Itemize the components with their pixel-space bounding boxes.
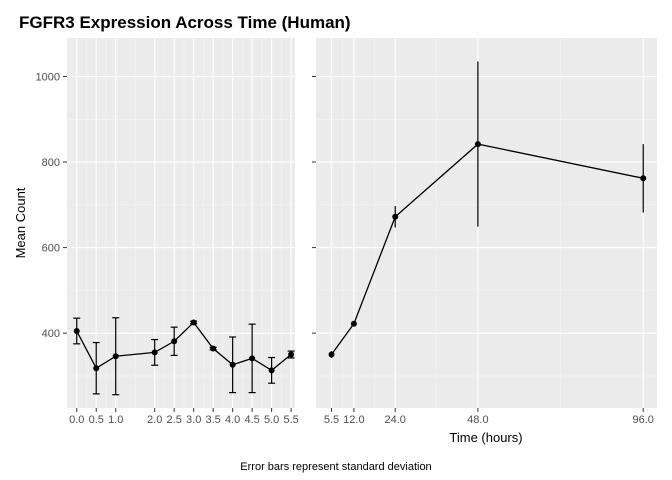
axis-layer: 0.0 0.5 1.0 2.0 2.5 3.0 3.5 4.0 4.5 5.0 5.5 400 600 8… xyxy=(36,71,654,426)
x-tick-label: 5.5 xyxy=(283,414,298,426)
x-tick-label: 12.0 xyxy=(343,414,364,426)
data-point xyxy=(392,213,399,220)
x-tick-label: 48.0 xyxy=(467,414,488,426)
panel-right-background xyxy=(316,38,657,408)
data-point xyxy=(229,361,236,368)
data-point xyxy=(350,320,357,327)
x-tick-label: 3.0 xyxy=(186,414,201,426)
x-axis-label: Time (hours) xyxy=(449,430,522,445)
y-axis-label: Mean Count xyxy=(13,187,28,258)
data-point xyxy=(171,338,178,345)
panel-left-background xyxy=(67,38,295,408)
data-point xyxy=(474,141,481,148)
chart-title: FGFR3 Expression Across Time (Human) xyxy=(19,13,351,32)
series-layer xyxy=(73,61,647,396)
data-point xyxy=(249,355,256,362)
x-tick-label: 4.5 xyxy=(244,414,259,426)
x-tick-label: 2.0 xyxy=(147,414,162,426)
caption: Error bars represent standard deviation xyxy=(240,461,431,473)
y-tick-label: 800 xyxy=(42,157,60,169)
x-tick-label: 24.0 xyxy=(385,414,406,426)
data-point xyxy=(640,175,647,182)
x-tick-label: 3.5 xyxy=(206,414,221,426)
y-tick-label: 1000 xyxy=(36,71,60,83)
y-tick-label: 600 xyxy=(42,243,60,255)
x-tick-label: 4.0 xyxy=(225,414,240,426)
y-tick-label: 400 xyxy=(42,328,60,340)
x-tick-label: 5.5 xyxy=(324,414,339,426)
x-tick-label: 2.5 xyxy=(167,414,182,426)
x-tick-label: 1.0 xyxy=(108,414,123,426)
x-tick-label: 0.5 xyxy=(89,414,104,426)
data-point xyxy=(112,353,119,360)
data-point xyxy=(268,367,275,374)
data-point xyxy=(151,349,158,356)
data-point xyxy=(210,345,217,352)
data-point xyxy=(73,328,80,335)
x-tick-label: 0.0 xyxy=(69,414,84,426)
x-tick-label: 5.0 xyxy=(264,414,279,426)
data-point xyxy=(93,365,100,372)
data-point xyxy=(328,351,335,358)
x-tick-label: 96.0 xyxy=(633,414,654,426)
data-point xyxy=(190,319,197,326)
data-point xyxy=(288,351,295,358)
